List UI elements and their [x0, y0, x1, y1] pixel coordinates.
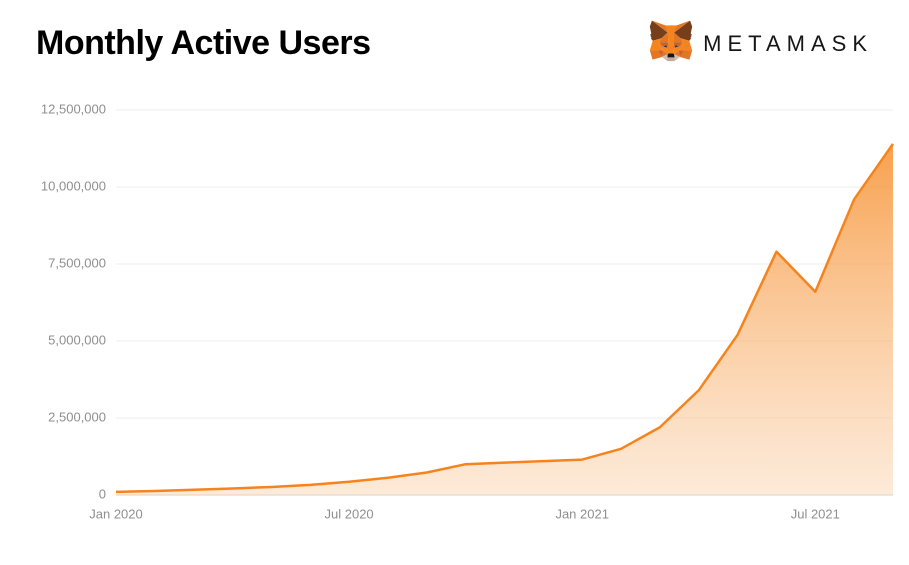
header: Monthly Active Users [0, 0, 909, 67]
y-tick-label: 0 [99, 486, 106, 501]
x-tick-label: Jan 2021 [555, 507, 609, 522]
area-fill [116, 144, 893, 495]
x-tick-label: Jan 2020 [89, 507, 143, 522]
y-tick-label: 7,500,000 [48, 255, 106, 270]
page-title: Monthly Active Users [36, 24, 371, 63]
y-tick-label: 12,500,000 [41, 101, 106, 116]
metamask-fox-icon [649, 20, 693, 67]
y-tick-label: 5,000,000 [48, 332, 106, 347]
x-tick-label: Jul 2021 [791, 507, 840, 522]
y-tick-label: 2,500,000 [48, 409, 106, 424]
brand: METAMASK [649, 20, 873, 67]
x-tick-label: Jul 2020 [325, 507, 374, 522]
brand-name: METAMASK [703, 31, 873, 57]
y-tick-label: 10,000,000 [41, 178, 106, 193]
chart-svg: 0 2,500,000 5,000,000 7,500,000 10,000,000 12… [36, 100, 899, 535]
mau-area-chart: 0 2,500,000 5,000,000 7,500,000 10,000,000 12… [36, 100, 899, 535]
